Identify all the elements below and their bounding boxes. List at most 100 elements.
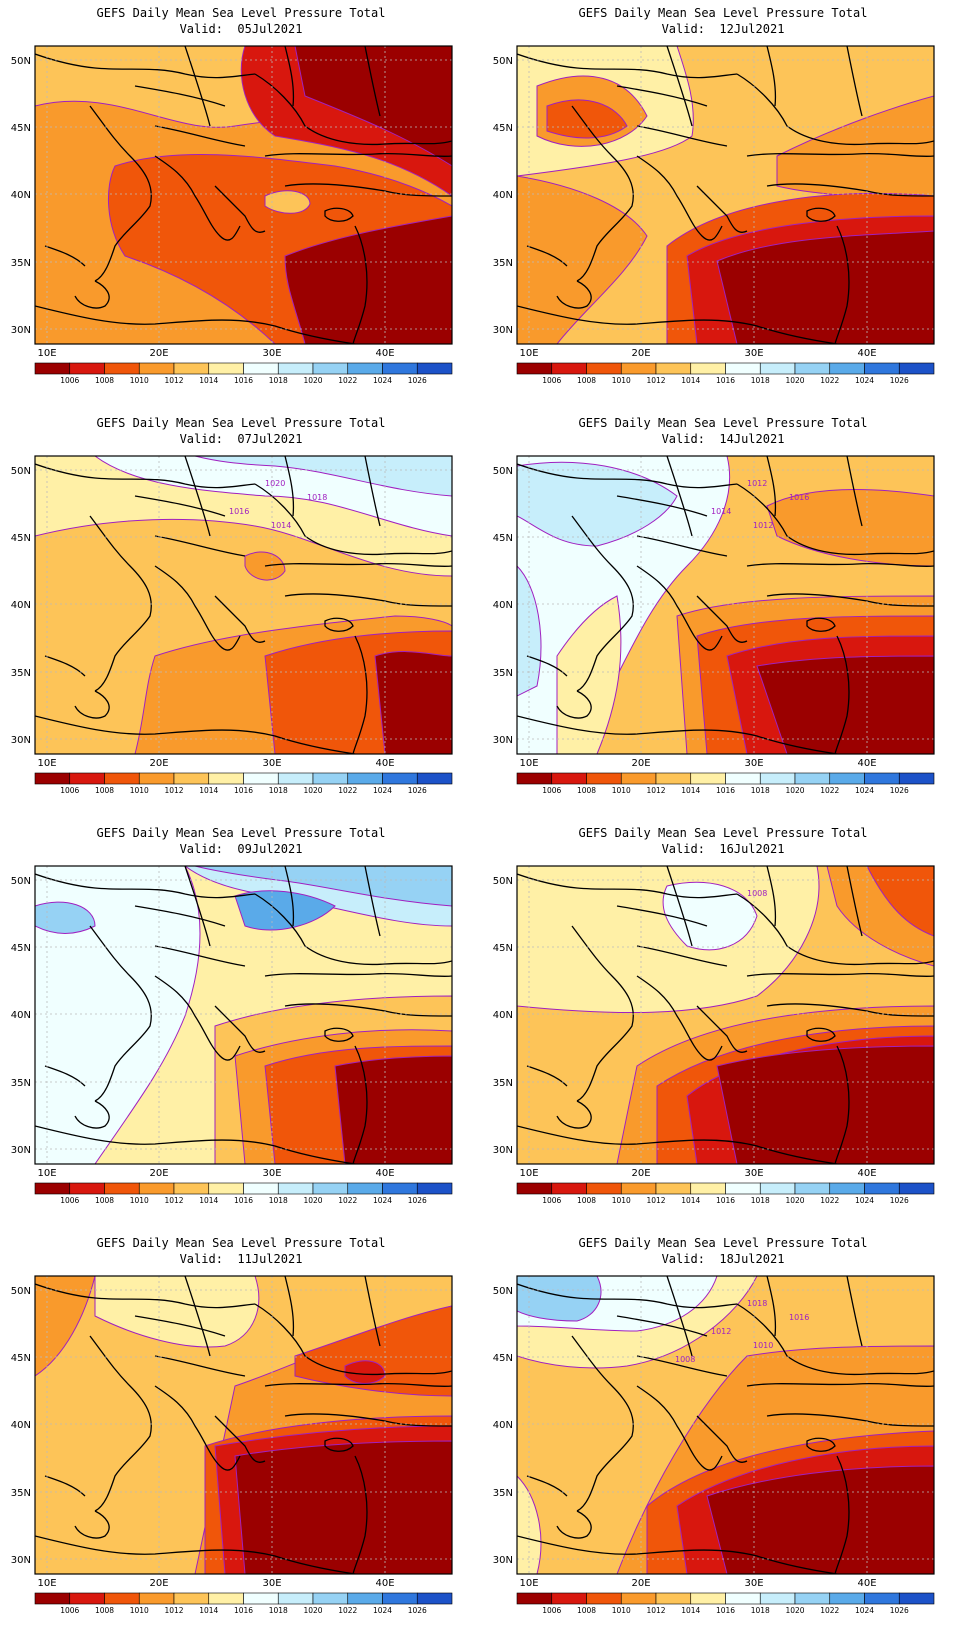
colorbar-swatch <box>69 772 105 785</box>
coastline <box>746 1382 934 1388</box>
lat-tick-label: 30N <box>493 735 513 746</box>
colorbar-swatch <box>277 772 314 785</box>
colorbar-label: 1024 <box>855 1606 874 1615</box>
coastline <box>134 495 246 557</box>
lat-tick-label: 50N <box>493 876 513 887</box>
colorbar-swatch <box>173 1182 210 1195</box>
colorbar-label: 1026 <box>890 786 909 795</box>
coastline <box>736 893 934 966</box>
panel-valid: Valid: 09Jul2021 <box>179 842 303 856</box>
colorbar-label: 1008 <box>577 376 596 385</box>
colorbar: 1006 1008 1010 1012 1014 1016 1018 1020 1022 1024… <box>516 362 935 385</box>
colorbar-label: 1026 <box>408 376 427 385</box>
colorbar-swatch <box>725 772 761 785</box>
pressure-field <box>517 1276 934 1574</box>
lon-tick-label: 40E <box>375 1168 394 1179</box>
coastline <box>44 245 86 267</box>
colorbar-label: 1008 <box>95 786 114 795</box>
coastline <box>352 1045 368 1164</box>
map-frame <box>516 455 935 755</box>
coastline <box>89 105 152 282</box>
colorbar: 1006 1008 1010 1012 1014 1016 1018 1020 1022 1024… <box>34 772 453 795</box>
lat-tick-label: 30N <box>493 325 513 336</box>
colorbar-swatch <box>312 1182 349 1195</box>
colorbar-swatch <box>104 1182 140 1195</box>
colorbar-swatch <box>655 1592 692 1605</box>
pressure-band <box>264 190 311 214</box>
colorbar-swatch <box>759 772 796 785</box>
coastline <box>806 207 836 222</box>
coastline <box>556 1100 592 1129</box>
colorbar-swatch <box>829 1592 865 1605</box>
pressure-band <box>546 99 628 139</box>
colorbar-label: 1022 <box>820 1606 839 1615</box>
pressure-band <box>94 1276 260 1348</box>
colorbar-label: 1006 <box>542 1196 561 1205</box>
coastline <box>35 305 356 344</box>
panel-05jul: GEFS Daily Mean Sea Level Pressure Total… <box>0 0 482 410</box>
lon-tick-label: 30E <box>262 348 281 359</box>
coastline <box>74 1100 110 1129</box>
colorbar: 1006 1008 1010 1012 1014 1016 1018 1020 1022 1024… <box>516 1182 935 1205</box>
coastline <box>616 1315 728 1377</box>
coastline <box>571 515 634 692</box>
colorbar-label: 1022 <box>338 1196 357 1205</box>
colorbar-label: 1014 <box>681 786 700 795</box>
coastline <box>517 305 838 344</box>
lon-tick-label: 40E <box>857 1578 876 1589</box>
colorbar-label: 1018 <box>269 786 288 795</box>
colorbar-label: 1014 <box>681 1196 700 1205</box>
panel-valid: Valid: 16Jul2021 <box>661 842 785 856</box>
pressure-band <box>716 1045 934 1164</box>
colorbar-label: 1006 <box>542 1606 561 1615</box>
coastline <box>666 866 863 947</box>
colorbar-label: 1010 <box>612 786 631 795</box>
coastline <box>526 245 568 267</box>
lat-tick-label: 50N <box>11 56 31 67</box>
contour-label: 1008 <box>747 889 767 898</box>
lon-tick-label: 10E <box>37 1168 56 1179</box>
panel-title: GEFS Daily Mean Sea Level Pressure Total <box>96 826 386 840</box>
colorbar-label: 1016 <box>234 376 253 385</box>
coastline <box>284 593 452 607</box>
colorbar-swatch <box>347 362 383 375</box>
lat-tick-label: 35N <box>493 1078 513 1089</box>
colorbar-swatch <box>34 1182 71 1195</box>
coastline <box>284 1413 452 1427</box>
coastlines <box>517 46 934 344</box>
coastline <box>324 207 354 222</box>
coastline <box>746 562 934 568</box>
coastline <box>134 85 246 147</box>
colorbar-label: 1018 <box>269 1606 288 1615</box>
colorbar-swatch <box>416 1182 453 1195</box>
colorbar-swatch <box>829 1182 865 1195</box>
contour-label: 1012 <box>711 1327 731 1336</box>
colorbar-label: 1006 <box>60 376 79 385</box>
colorbar-label: 1024 <box>373 786 392 795</box>
pressure-band <box>517 1276 602 1322</box>
lon-tick-label: 30E <box>744 1578 763 1589</box>
coastline <box>556 690 592 719</box>
coastline <box>636 975 723 1061</box>
colorbar-swatch <box>759 1592 796 1605</box>
coastline <box>44 655 86 677</box>
lon-tick-label: 10E <box>519 348 538 359</box>
pressure-band <box>35 901 96 934</box>
lat-tick-label: 50N <box>493 466 513 477</box>
colorbar-label: 1020 <box>303 1606 322 1615</box>
coastline <box>696 1005 748 1053</box>
colorbar-swatch <box>69 362 105 375</box>
coastlines <box>35 46 452 344</box>
colorbar-swatch <box>208 1182 244 1195</box>
colorbar-swatch <box>416 362 453 375</box>
panel-title: GEFS Daily Mean Sea Level Pressure Total <box>578 826 868 840</box>
colorbar-swatch <box>551 362 587 375</box>
colorbar-label: 1006 <box>542 376 561 385</box>
coastline <box>806 1437 836 1452</box>
coastline <box>526 1065 568 1087</box>
coastline <box>44 1065 86 1087</box>
lon-tick-label: 30E <box>262 1578 281 1589</box>
coastline <box>35 463 256 489</box>
coastline <box>264 972 452 978</box>
